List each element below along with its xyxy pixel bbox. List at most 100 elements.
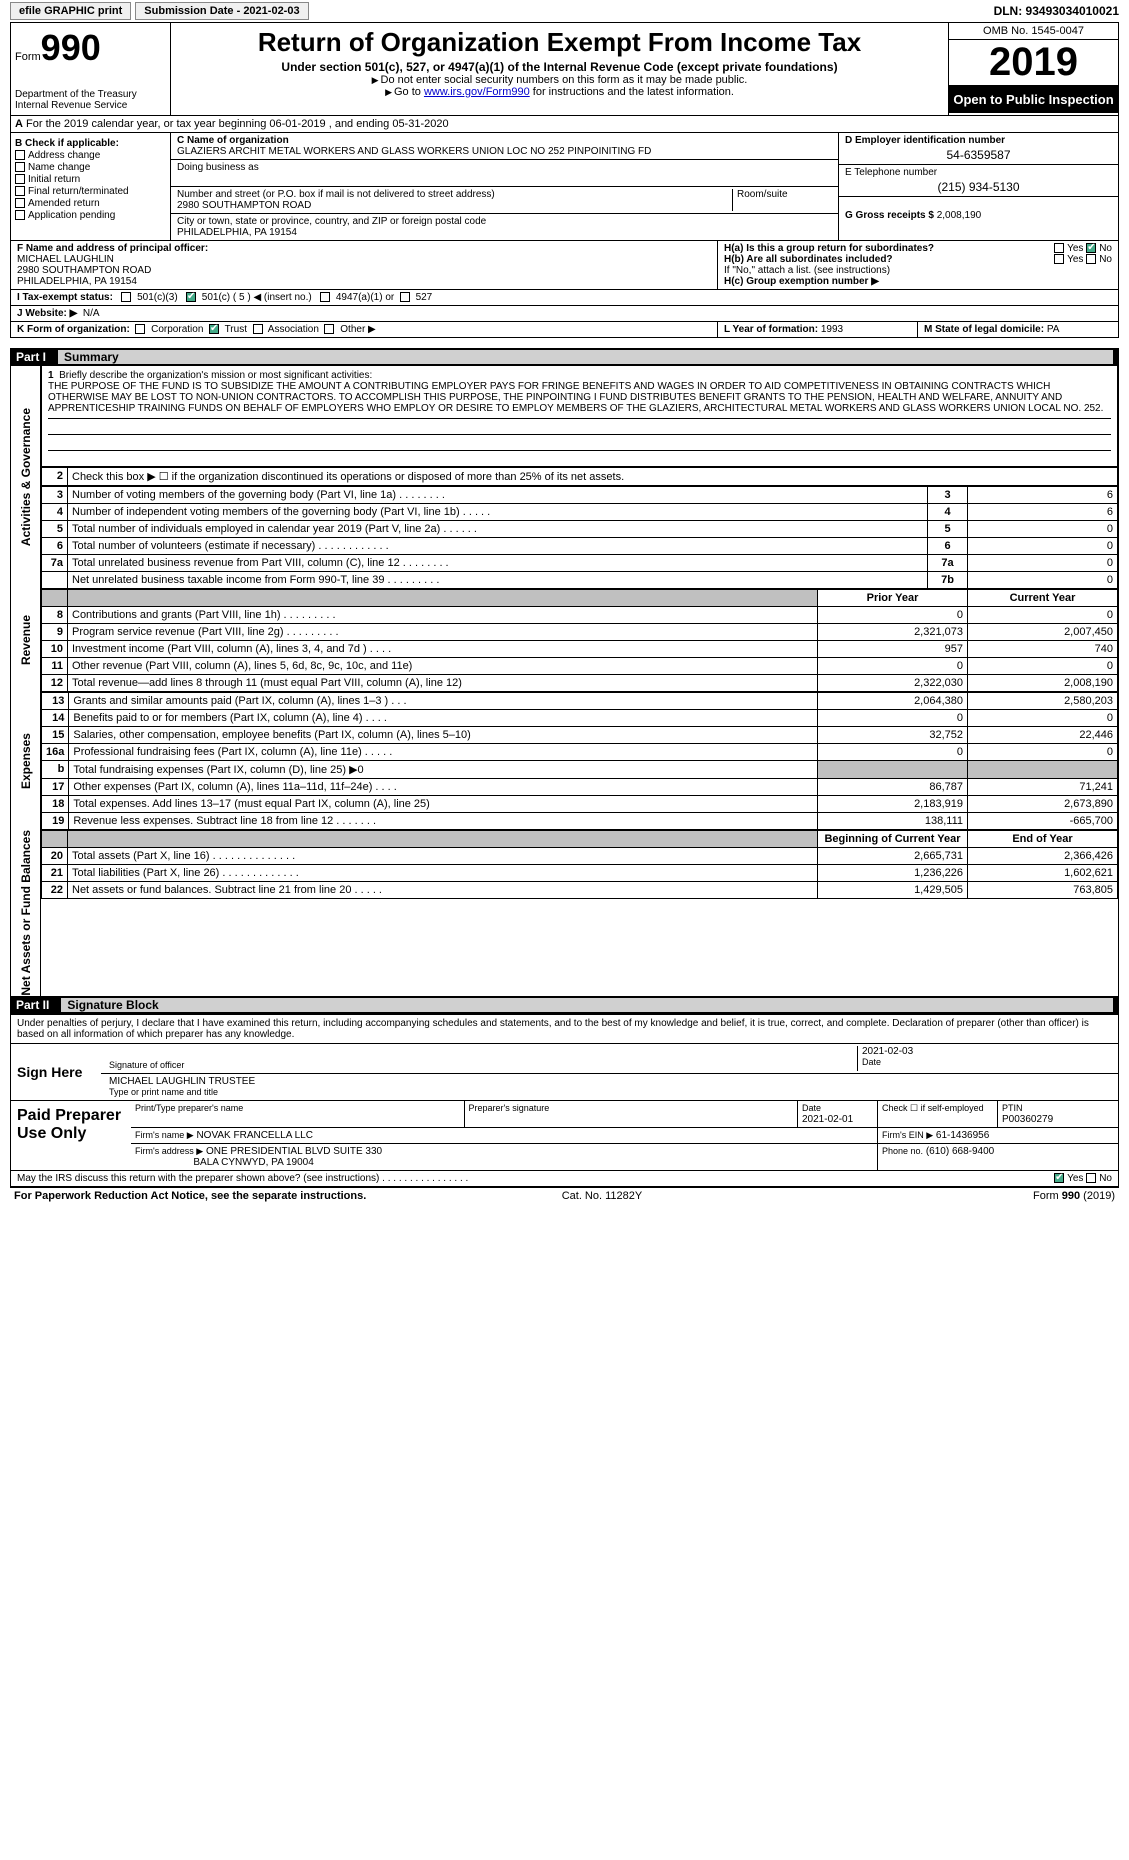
f-h-row: F Name and address of principal officer:…	[10, 241, 1119, 290]
vlabel-ag: Activities & Governance	[19, 408, 33, 546]
sig-date: 2021-02-03	[862, 1046, 913, 1057]
org-name: GLAZIERS ARCHIT METAL WORKERS AND GLASS …	[177, 146, 651, 157]
activities-governance: Activities & Governance 1 Briefly descri…	[10, 366, 1119, 589]
irs-link[interactable]: www.irs.gov/Form990	[424, 86, 530, 98]
hb-no[interactable]	[1086, 254, 1096, 264]
gross-val: 2,008,190	[937, 210, 982, 221]
mission-text: THE PURPOSE OF THE FUND IS TO SUBSIDIZE …	[48, 381, 1103, 414]
open-inspection: Open to Public Inspection	[949, 86, 1118, 113]
org-info: B Check if applicable: Address change Na…	[10, 133, 1119, 241]
discuss-yes[interactable]	[1054, 1173, 1064, 1183]
dept-treasury: Department of the Treasury Internal Reve…	[15, 89, 166, 111]
street-lbl: Number and street (or P.O. box if mail i…	[177, 189, 495, 200]
vlabel-rev: Revenue	[19, 615, 33, 665]
self-emp: Check ☐ if self-employed	[882, 1103, 984, 1113]
vlabel-exp: Expenses	[19, 733, 33, 789]
street: 2980 SOUTHAMPTON ROAD	[177, 200, 311, 211]
page-footer: For Paperwork Reduction Act Notice, see …	[10, 1187, 1119, 1204]
website-lbl: J Website: ▶	[17, 308, 77, 319]
hb-yes[interactable]	[1054, 254, 1064, 264]
hc-lbl: H(c) Group exemption number ▶	[724, 276, 879, 287]
lbl-501c3: 501(c)(3)	[137, 292, 178, 303]
chk-4947[interactable]	[320, 292, 330, 302]
lbl-initial-return: Initial return	[28, 174, 80, 185]
form-header: Form990 Department of the Treasury Inter…	[10, 23, 1119, 116]
ptin-val: P00360279	[1002, 1114, 1053, 1125]
firm-phone: (610) 668-9400	[926, 1146, 994, 1157]
firm-addr1: ONE PRESIDENTIAL BLVD SUITE 330	[206, 1146, 382, 1157]
prep-date-lbl: Date	[802, 1103, 821, 1113]
b-title: B Check if applicable:	[15, 138, 119, 149]
firm-ein-lbl: Firm's EIN ▶	[882, 1130, 933, 1140]
goto-pre: Go to	[394, 86, 424, 98]
ha-yes[interactable]	[1054, 243, 1064, 253]
lbl-address-change: Address change	[28, 150, 100, 161]
year-formation-val: 1993	[821, 324, 843, 335]
chk-corp[interactable]	[135, 324, 145, 334]
chk-name-change[interactable]	[15, 162, 25, 172]
lbl-4947: 4947(a)(1) or	[336, 292, 394, 303]
city: PHILADELPHIA, PA 19154	[177, 227, 297, 238]
chk-final-return[interactable]	[15, 186, 25, 196]
phone-lbl: E Telephone number	[845, 167, 937, 178]
hb-yes-lbl: Yes	[1067, 254, 1083, 265]
topbar: efile GRAPHIC print Submission Date - 20…	[10, 0, 1119, 23]
firm-name-lbl: Firm's name ▶	[135, 1130, 194, 1140]
ha-lbl: H(a) Is this a group return for subordin…	[724, 243, 934, 254]
form-subtitle: Under section 501(c), 527, or 4947(a)(1)…	[179, 60, 940, 74]
chk-trust[interactable]	[209, 324, 219, 334]
mission-lbl: Briefly describe the organization's miss…	[59, 370, 372, 381]
revenue-group: Revenue Prior YearCurrent Year8Contribut…	[10, 589, 1119, 692]
sign-here-lbl: Sign Here	[11, 1044, 101, 1100]
chk-assoc[interactable]	[253, 324, 263, 334]
discuss-no[interactable]	[1086, 1173, 1096, 1183]
prep-date: 2021-02-01	[802, 1114, 853, 1125]
k-row: K Form of organization: Corporation Trus…	[10, 322, 1119, 338]
form-title: Return of Organization Exempt From Incom…	[179, 27, 940, 58]
discuss-lbl: May the IRS discuss this return with the…	[17, 1173, 468, 1184]
chk-527[interactable]	[400, 292, 410, 302]
expenses-group: Expenses 13Grants and similar amounts pa…	[10, 692, 1119, 830]
ein-val: 54-6359587	[845, 148, 1112, 162]
c-name-lbl: C Name of organization	[177, 135, 289, 146]
paid-prep-lbl: Paid Preparer Use Only	[11, 1101, 131, 1170]
ssn-note: Do not enter social security numbers on …	[179, 74, 940, 86]
lbl-corp: Corporation	[151, 324, 203, 335]
sig-name-title: MICHAEL LAUGHLIN TRUSTEE	[109, 1076, 255, 1087]
firm-ein: 61-1436956	[936, 1130, 989, 1141]
part2-header: Part II Signature Block	[10, 996, 1119, 1014]
ha-no[interactable]	[1086, 243, 1096, 253]
chk-initial-return[interactable]	[15, 174, 25, 184]
part2-title: Signature Block	[61, 998, 1113, 1012]
lbl-app-pending: Application pending	[28, 210, 115, 221]
part2-lbl: Part II	[16, 998, 61, 1012]
chk-address-change[interactable]	[15, 150, 25, 160]
chk-other[interactable]	[324, 324, 334, 334]
phone-val: (215) 934-5130	[845, 180, 1112, 194]
year-formation-lbl: L Year of formation:	[724, 324, 818, 335]
efile-print-btn[interactable]: efile GRAPHIC print	[10, 2, 131, 20]
part1-title: Summary	[58, 350, 1113, 364]
ag-table: 2Check this box ▶ ☐ if the organization …	[41, 467, 1118, 486]
form-label: Form	[15, 51, 41, 63]
chk-501c[interactable]	[186, 292, 196, 302]
part1-header: Part I Summary	[10, 348, 1119, 366]
chk-app-pending[interactable]	[15, 210, 25, 220]
ptin-lbl: PTIN	[1002, 1103, 1023, 1113]
lbl-name-change: Name change	[28, 162, 90, 173]
hb-note: If "No," attach a list. (see instruction…	[724, 265, 1112, 276]
tax-exempt-lbl: I Tax-exempt status:	[17, 292, 113, 303]
sig-name-title-lbl: Type or print name and title	[109, 1087, 218, 1097]
firm-addr2: BALA CYNWYD, PA 19004	[193, 1157, 313, 1168]
cat-no: Cat. No. 11282Y	[562, 1190, 643, 1202]
firm-phone-lbl: Phone no.	[882, 1146, 923, 1156]
lbl-527: 527	[416, 292, 433, 303]
ha-no-lbl: No	[1099, 243, 1112, 254]
chk-501c3[interactable]	[121, 292, 131, 302]
submission-date: Submission Date - 2021-02-03	[135, 2, 308, 20]
prep-name-lbl: Print/Type preparer's name	[135, 1103, 243, 1113]
tax-year: 2019	[949, 40, 1118, 86]
officer-addr1: 2980 SOUTHAMPTON ROAD	[17, 265, 151, 276]
chk-amended-return[interactable]	[15, 198, 25, 208]
form-org-lbl: K Form of organization:	[17, 324, 130, 335]
